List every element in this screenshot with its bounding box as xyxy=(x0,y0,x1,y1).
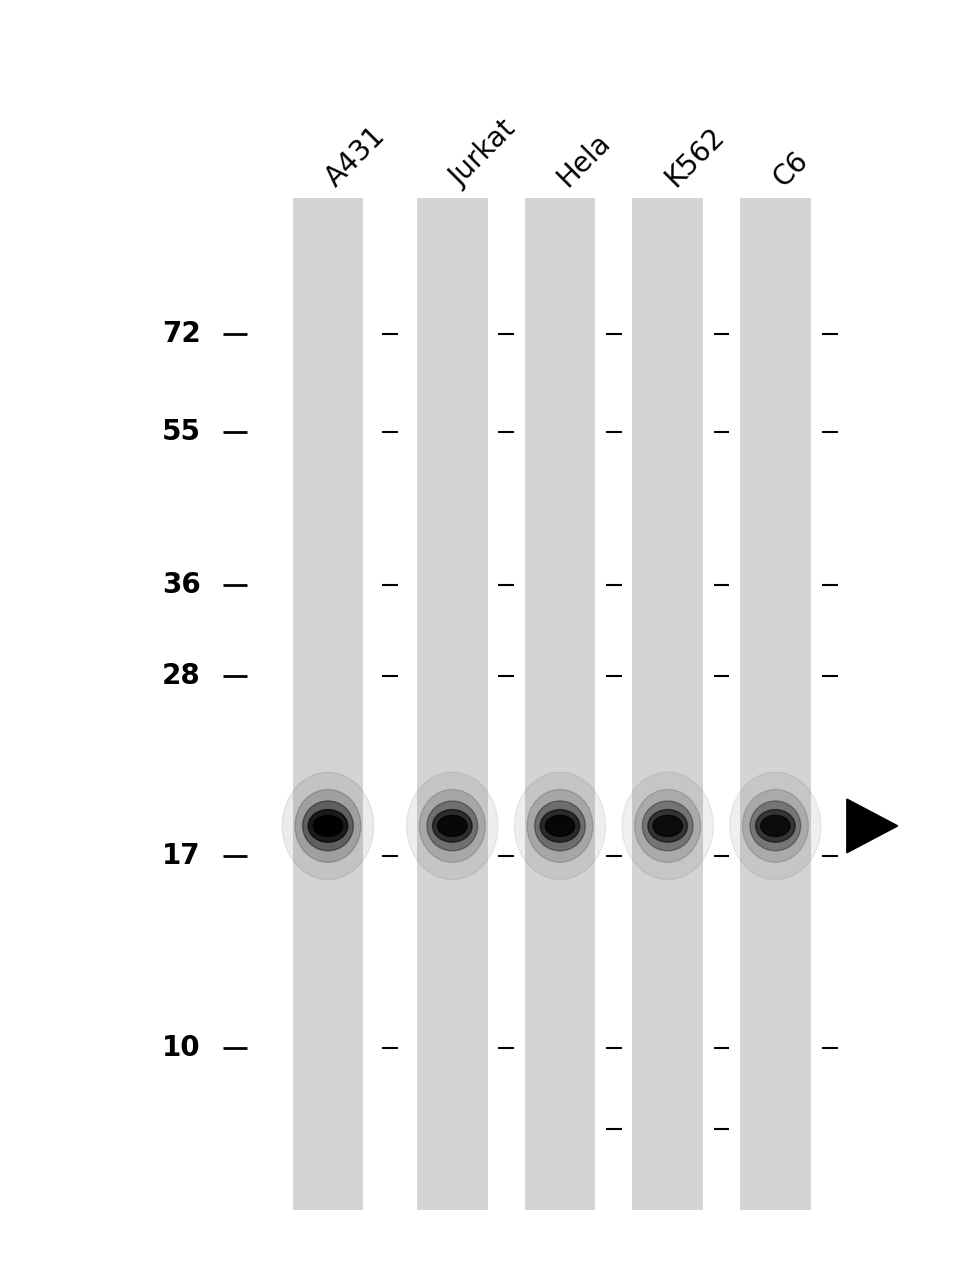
Bar xyxy=(417,198,487,1210)
Ellipse shape xyxy=(313,815,342,836)
Ellipse shape xyxy=(534,801,585,851)
Ellipse shape xyxy=(621,772,713,879)
Ellipse shape xyxy=(634,790,700,863)
Bar xyxy=(739,198,810,1210)
Text: Hela: Hela xyxy=(552,128,615,192)
Ellipse shape xyxy=(647,809,687,842)
Bar xyxy=(524,198,595,1210)
Ellipse shape xyxy=(426,801,477,851)
Ellipse shape xyxy=(540,809,579,842)
Ellipse shape xyxy=(526,790,593,863)
Ellipse shape xyxy=(642,801,692,851)
Ellipse shape xyxy=(308,809,347,842)
Ellipse shape xyxy=(545,815,574,836)
Text: A431: A431 xyxy=(320,122,390,192)
Ellipse shape xyxy=(513,772,605,879)
Text: C6: C6 xyxy=(767,146,813,192)
Ellipse shape xyxy=(294,790,361,863)
Text: 28: 28 xyxy=(161,662,200,690)
Ellipse shape xyxy=(729,772,821,879)
Text: Jurkat: Jurkat xyxy=(444,115,521,192)
Ellipse shape xyxy=(406,772,498,879)
Ellipse shape xyxy=(419,790,485,863)
Ellipse shape xyxy=(432,809,471,842)
Bar xyxy=(292,198,363,1210)
Ellipse shape xyxy=(652,815,682,836)
Text: 72: 72 xyxy=(161,320,200,348)
Ellipse shape xyxy=(741,790,808,863)
Text: 10: 10 xyxy=(162,1034,200,1062)
Ellipse shape xyxy=(282,772,374,879)
Ellipse shape xyxy=(749,801,800,851)
Text: 55: 55 xyxy=(161,417,200,445)
Text: 17: 17 xyxy=(162,842,200,870)
Ellipse shape xyxy=(760,815,789,836)
Text: 36: 36 xyxy=(161,571,200,599)
Ellipse shape xyxy=(437,815,467,836)
Bar xyxy=(632,198,702,1210)
Ellipse shape xyxy=(755,809,794,842)
Polygon shape xyxy=(846,799,897,852)
Text: K562: K562 xyxy=(659,122,730,192)
Ellipse shape xyxy=(302,801,353,851)
